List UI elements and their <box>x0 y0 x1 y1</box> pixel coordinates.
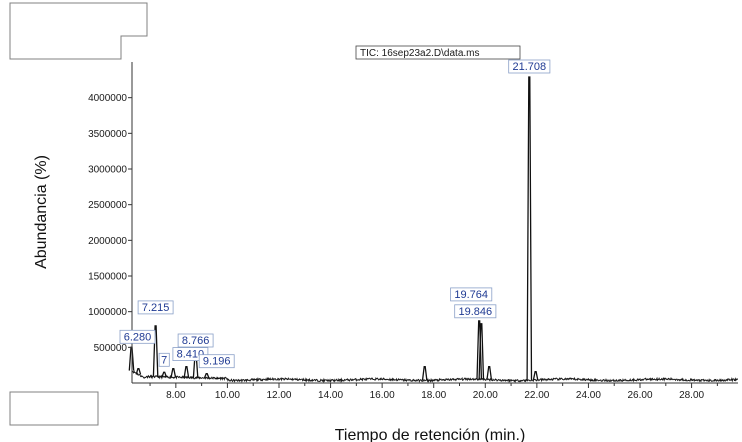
y-axis-title: Abundancia (%) <box>33 155 50 269</box>
y-tick-label: 1500000 <box>88 272 127 283</box>
tic-peak <box>526 76 533 381</box>
tic-peak <box>486 365 493 380</box>
peak-label: 8.410 <box>177 349 205 361</box>
tic-peak <box>152 325 159 377</box>
tic-peak <box>203 373 210 379</box>
y-tick-label: 4000000 <box>88 93 127 104</box>
peak-label: 7 <box>161 354 167 366</box>
tic-peak <box>135 368 142 375</box>
x-tick-label: 14.00 <box>318 390 343 401</box>
x-tick-label: 16.00 <box>370 390 395 401</box>
y-tick-label: 3000000 <box>88 165 127 176</box>
x-tick-label: 20.00 <box>473 390 498 401</box>
peak-label-box <box>450 287 493 302</box>
blank-footer-box <box>9 391 99 426</box>
x-tick-label: 12.00 <box>266 390 291 401</box>
peak-label-box <box>508 59 551 74</box>
tic-baseline-trace <box>131 369 738 384</box>
tic-peak <box>421 365 428 381</box>
y-tick-label: 2500000 <box>88 200 127 211</box>
x-tick-label: 28.00 <box>679 390 704 401</box>
peak-label: 7.215 <box>142 302 170 314</box>
x-tick-label: 10.00 <box>215 390 240 401</box>
legend-text: TIC: 16sep23a2.D\data.ms <box>360 48 480 59</box>
peak-label: 6.280 <box>124 331 152 343</box>
peak-label-box <box>454 304 497 319</box>
tic-peak <box>161 371 168 378</box>
peak-label-box <box>198 354 235 369</box>
peak-label-box <box>137 300 174 315</box>
x-axis-title: Tiempo de retención (min.) <box>335 427 526 442</box>
x-tick-label: 8.00 <box>166 390 186 401</box>
tic-peak <box>214 377 220 380</box>
y-tick-label: 1000000 <box>88 307 127 318</box>
peak-label-box <box>158 352 170 367</box>
peak-label: 9.196 <box>203 356 231 368</box>
peak-label: 8.766 <box>182 335 210 347</box>
x-tick-label: 18.00 <box>421 390 446 401</box>
x-tick-label: 26.00 <box>627 390 652 401</box>
y-tick-label: 2000000 <box>88 236 127 247</box>
tic-peak <box>478 323 485 380</box>
peak-label: 21.708 <box>512 61 546 73</box>
blank-header-box <box>9 2 148 60</box>
x-tick-label: 24.00 <box>576 390 601 401</box>
x-tick-label: 22.00 <box>524 390 549 401</box>
y-tick-label: 500000 <box>94 343 128 354</box>
peak-label-box <box>119 329 156 344</box>
legend-box <box>355 45 521 60</box>
peak-label: 19.846 <box>458 306 492 318</box>
peak-label: 19.764 <box>454 289 488 301</box>
peak-label-box <box>177 333 214 348</box>
y-tick-label: 3500000 <box>88 129 127 140</box>
tic-peak <box>183 365 190 378</box>
tic-peak <box>170 368 177 378</box>
tic-peak <box>532 370 539 381</box>
